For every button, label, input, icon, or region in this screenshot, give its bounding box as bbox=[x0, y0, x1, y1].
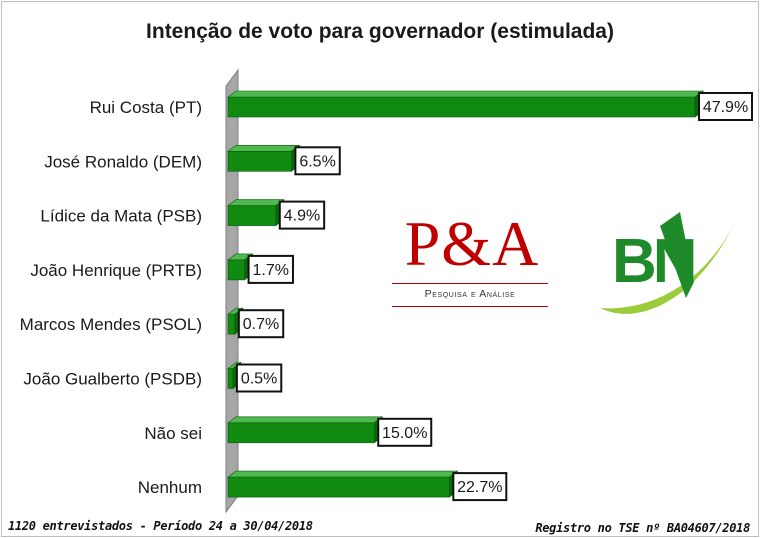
bar-top bbox=[227, 470, 459, 478]
data-label-1: 47.9% bbox=[698, 92, 753, 121]
data-label-box bbox=[698, 92, 753, 121]
data-label-5: 0.7% bbox=[237, 309, 285, 339]
bar-front bbox=[227, 368, 234, 389]
data-label-text: 4.9% bbox=[284, 208, 320, 225]
data-label-box bbox=[237, 309, 285, 339]
data-label-text: 6.5% bbox=[299, 153, 335, 170]
data-label-box bbox=[247, 254, 294, 284]
bar-1 bbox=[227, 90, 704, 118]
pa-logo-divider-top bbox=[392, 283, 548, 284]
category-label-6: João Gualberto (PSDB) bbox=[23, 370, 202, 389]
bn-logo: BN bbox=[600, 212, 736, 314]
bar-front bbox=[227, 422, 375, 444]
data-label-text: 15.0% bbox=[382, 425, 427, 442]
data-label-3: 4.9% bbox=[278, 200, 326, 230]
data-label-box bbox=[452, 472, 508, 502]
data-label-text: 47.9% bbox=[703, 99, 748, 116]
chart-title: Intenção de voto para governador (estimu… bbox=[146, 20, 614, 43]
bar-top bbox=[227, 199, 285, 206]
bar-front bbox=[227, 476, 450, 498]
bar-8 bbox=[227, 470, 459, 498]
data-label-2: 6.5% bbox=[294, 146, 341, 176]
category-label-1: Rui Costa (PT) bbox=[90, 98, 202, 117]
data-label-4: 1.7% bbox=[247, 254, 294, 284]
data-label-8: 22.7% bbox=[452, 472, 508, 502]
data-label-box bbox=[377, 417, 433, 447]
bar-3 bbox=[227, 199, 285, 227]
category-label-4: João Henrique (PRTB) bbox=[30, 261, 202, 280]
bar-top bbox=[227, 145, 301, 152]
data-label-6: 0.5% bbox=[235, 363, 283, 393]
bar-top bbox=[227, 90, 704, 98]
data-label-box bbox=[278, 200, 326, 230]
bar-7 bbox=[227, 416, 384, 444]
axis-wall bbox=[225, 68, 239, 514]
bar-front bbox=[227, 151, 292, 172]
bar-2 bbox=[227, 144, 301, 172]
category-label-8: Nenhum bbox=[138, 478, 202, 497]
data-label-text: 0.5% bbox=[241, 371, 277, 388]
footer-sample-info: 1120 entrevistados - Período 24 a 30/04/… bbox=[8, 519, 313, 533]
data-label-box bbox=[235, 363, 283, 393]
category-labels-group: Rui Costa (PT) José Ronaldo (DEM) Lídice d… bbox=[20, 98, 202, 497]
bn-logo-swoosh bbox=[600, 220, 736, 314]
bar-top bbox=[227, 416, 384, 424]
bar-front bbox=[227, 313, 236, 335]
pa-logo: P&A Pesquisa e Análise bbox=[392, 212, 552, 312]
data-label-text: 1.7% bbox=[253, 262, 289, 279]
bar-front bbox=[227, 96, 696, 118]
data-label-box bbox=[294, 146, 341, 176]
category-label-5: Marcos Mendes (PSOL) bbox=[20, 315, 202, 334]
bar-front bbox=[227, 205, 277, 226]
category-label-3: Lídice da Mata (PSB) bbox=[40, 207, 202, 226]
footer-registration: Registro no TSE nº BA04607/2018 bbox=[535, 521, 750, 535]
bar-front bbox=[227, 259, 245, 281]
data-label-7: 15.0% bbox=[377, 417, 433, 447]
category-label-7: Não sei bbox=[144, 424, 202, 443]
category-label-2: José Ronaldo (DEM) bbox=[44, 152, 202, 171]
pa-logo-divider-bottom bbox=[392, 306, 548, 307]
data-label-text: 22.7% bbox=[457, 479, 502, 496]
pa-logo-text: P&A bbox=[404, 208, 540, 279]
data-label-text: 0.7% bbox=[243, 316, 279, 333]
bn-logo-arrow bbox=[660, 212, 694, 298]
pa-logo-subtitle: Pesquisa e Análise bbox=[424, 288, 516, 300]
data-labels-group: 47.9% 6.5% 4.9% 1.7% 0.7% 0.5% 15.0% 22.7% bbox=[235, 92, 753, 502]
